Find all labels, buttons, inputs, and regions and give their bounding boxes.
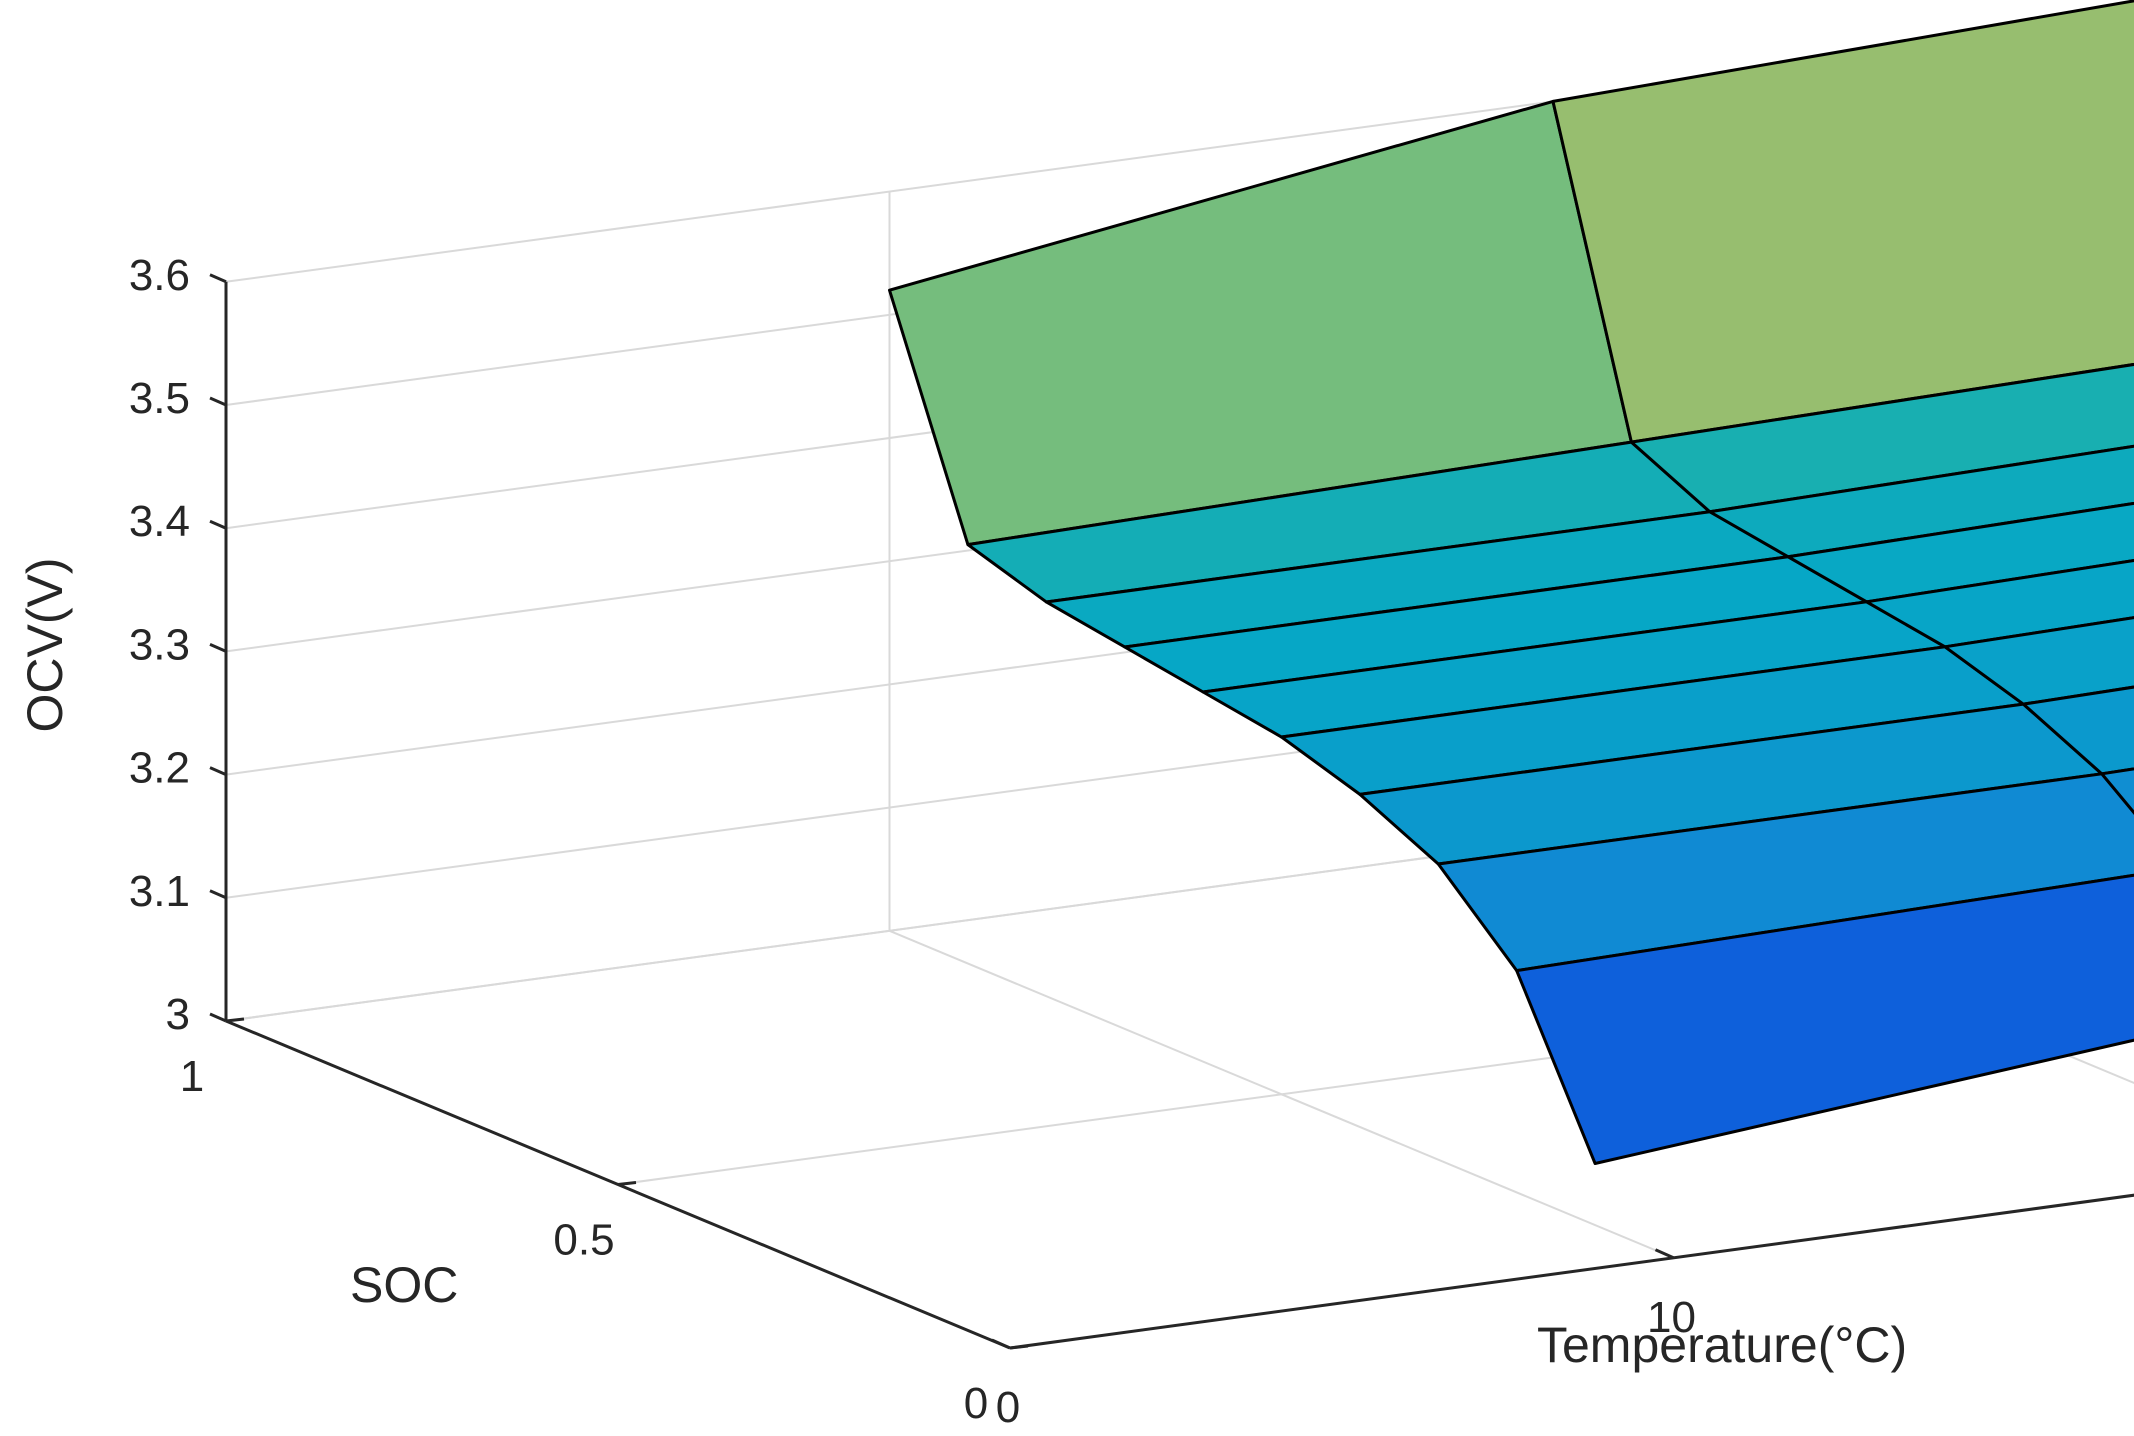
- surface-patch: [1515, 873, 2134, 1165]
- z-tick-label: 3: [166, 990, 190, 1039]
- surface-patch: [1865, 558, 2134, 649]
- x-axis-line: [1009, 1193, 2134, 1350]
- z-tick-label: 3.3: [129, 620, 190, 669]
- z-tick-label: 3.1: [129, 867, 190, 916]
- y-tick-mark: [617, 1181, 637, 1186]
- surface-patch: [1629, 362, 2134, 514]
- x-tick-label: 0: [996, 1383, 1020, 1432]
- y-tick-label: 0: [964, 1379, 988, 1428]
- surface-patch: [1943, 616, 2134, 706]
- x-axis-label: Temperature(°C): [1537, 1317, 1907, 1373]
- z-tick-mark: [209, 396, 227, 407]
- x-tick-label: 10: [1647, 1293, 1696, 1342]
- surface-layer: [888, 0, 2134, 1165]
- x-tick-mark: [1654, 1248, 1675, 1260]
- surface-patch: [2100, 767, 2134, 815]
- y-axis-label: SOC: [350, 1257, 458, 1313]
- z-tick-mark: [209, 766, 227, 776]
- surface-patch: [1786, 501, 2134, 604]
- surface-patch: [1551, 0, 2134, 444]
- z-tick-label: 3.4: [129, 497, 190, 546]
- z-tick-label: 3.6: [129, 251, 190, 300]
- z-tick-mark: [209, 643, 227, 653]
- z-axis-label: OCV(V): [17, 558, 73, 733]
- z-tick-mark: [209, 519, 227, 530]
- surface-patch: [1708, 444, 2134, 559]
- z-tick-mark: [209, 1012, 227, 1023]
- y-tick-label: 1: [180, 1052, 204, 1101]
- labels-layer: OCV(V) SOC Temperature(°C): [17, 558, 1907, 1374]
- gridline-floor-y: [617, 977, 2134, 1186]
- y-tick-mark: [225, 1017, 245, 1023]
- x-tick-mark: [991, 1338, 1011, 1350]
- z-tick-mark: [209, 889, 227, 900]
- y-tick-label: 0.5: [553, 1216, 614, 1265]
- z-tick-label: 3.2: [129, 744, 190, 793]
- y-tick-mark: [1009, 1344, 1029, 1350]
- z-tick-mark: [209, 273, 227, 284]
- surface-patch: [2021, 685, 2134, 776]
- z-tick-label: 3.5: [129, 374, 190, 423]
